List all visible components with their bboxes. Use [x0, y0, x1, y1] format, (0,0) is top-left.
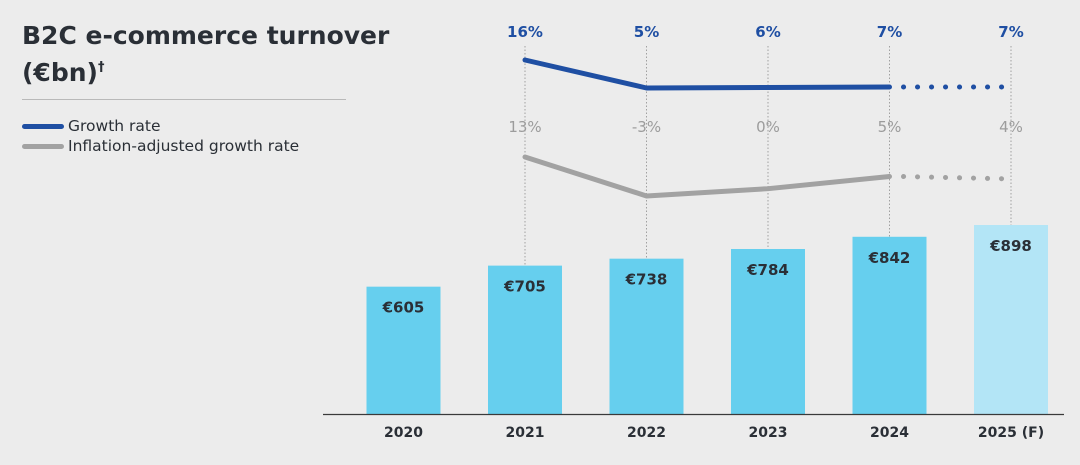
legend-swatch-inflation-adjusted	[22, 143, 64, 149]
legend-swatch-growth-rate	[22, 123, 64, 129]
bar-value-label: €784	[746, 261, 789, 279]
inflation-adjusted-line	[522, 154, 892, 199]
inflation-adjusted-data-label: -3%	[632, 118, 661, 136]
chart-title-main: B2C e-commerce turnover	[22, 21, 390, 50]
growth-rate-data-label: 5%	[634, 23, 659, 41]
inflation-adjusted-data-label: 0%	[756, 118, 780, 136]
x-tick-label: 2025 (F)	[978, 425, 1044, 441]
x-tick-label: 2022	[627, 425, 666, 441]
legend: Growth rate Inflation-adjusted growth ra…	[22, 116, 299, 156]
bar-2020	[366, 286, 441, 414]
legend-label-inflation-adjusted: Inflation-adjusted growth rate	[68, 137, 300, 155]
bar-2022	[609, 258, 684, 414]
inflation-adjusted-data-label: 13%	[508, 118, 541, 136]
inflation-adjusted-data-label: 5%	[878, 118, 902, 136]
inflation-adjusted-data-label: 4%	[999, 118, 1023, 136]
x-tick-label: 2024	[870, 425, 909, 441]
chart-title-unit: (€bn)	[22, 58, 98, 87]
bar-2025F	[974, 225, 1048, 414]
x-tick-label: 2023	[749, 425, 788, 441]
chart-title: B2C e-commerce turnover (€bn)†	[22, 20, 389, 89]
growth-rate-data-label: 6%	[755, 23, 780, 41]
growth-rate-line	[522, 57, 892, 91]
legend-label-growth-rate: Growth rate	[68, 117, 161, 135]
growth-rate-data-label: 7%	[877, 23, 902, 41]
legend-item-inflation-adjusted: Inflation-adjusted growth rate	[22, 136, 299, 156]
bar-value-label: €605	[382, 299, 425, 317]
x-tick-label: 2021	[506, 425, 545, 441]
bar-2023	[731, 248, 805, 414]
bar-value-label: €705	[503, 278, 546, 296]
bar-value-label: €738	[625, 271, 668, 289]
growth-rate-data-label: 16%	[507, 23, 543, 41]
bar-2024	[852, 236, 927, 414]
x-tick-label: 2020	[384, 425, 423, 441]
inflation-adjusted-forecast-line	[901, 174, 1015, 182]
bar-2021	[488, 265, 562, 414]
growth-rate-data-label: 7%	[998, 23, 1023, 41]
title-divider	[22, 99, 346, 100]
dagger-footnote-mark: †	[97, 60, 105, 75]
legend-item-growth-rate: Growth rate	[22, 116, 299, 136]
bar-value-label: €898	[989, 237, 1032, 255]
bar-value-label: €842	[868, 249, 911, 267]
